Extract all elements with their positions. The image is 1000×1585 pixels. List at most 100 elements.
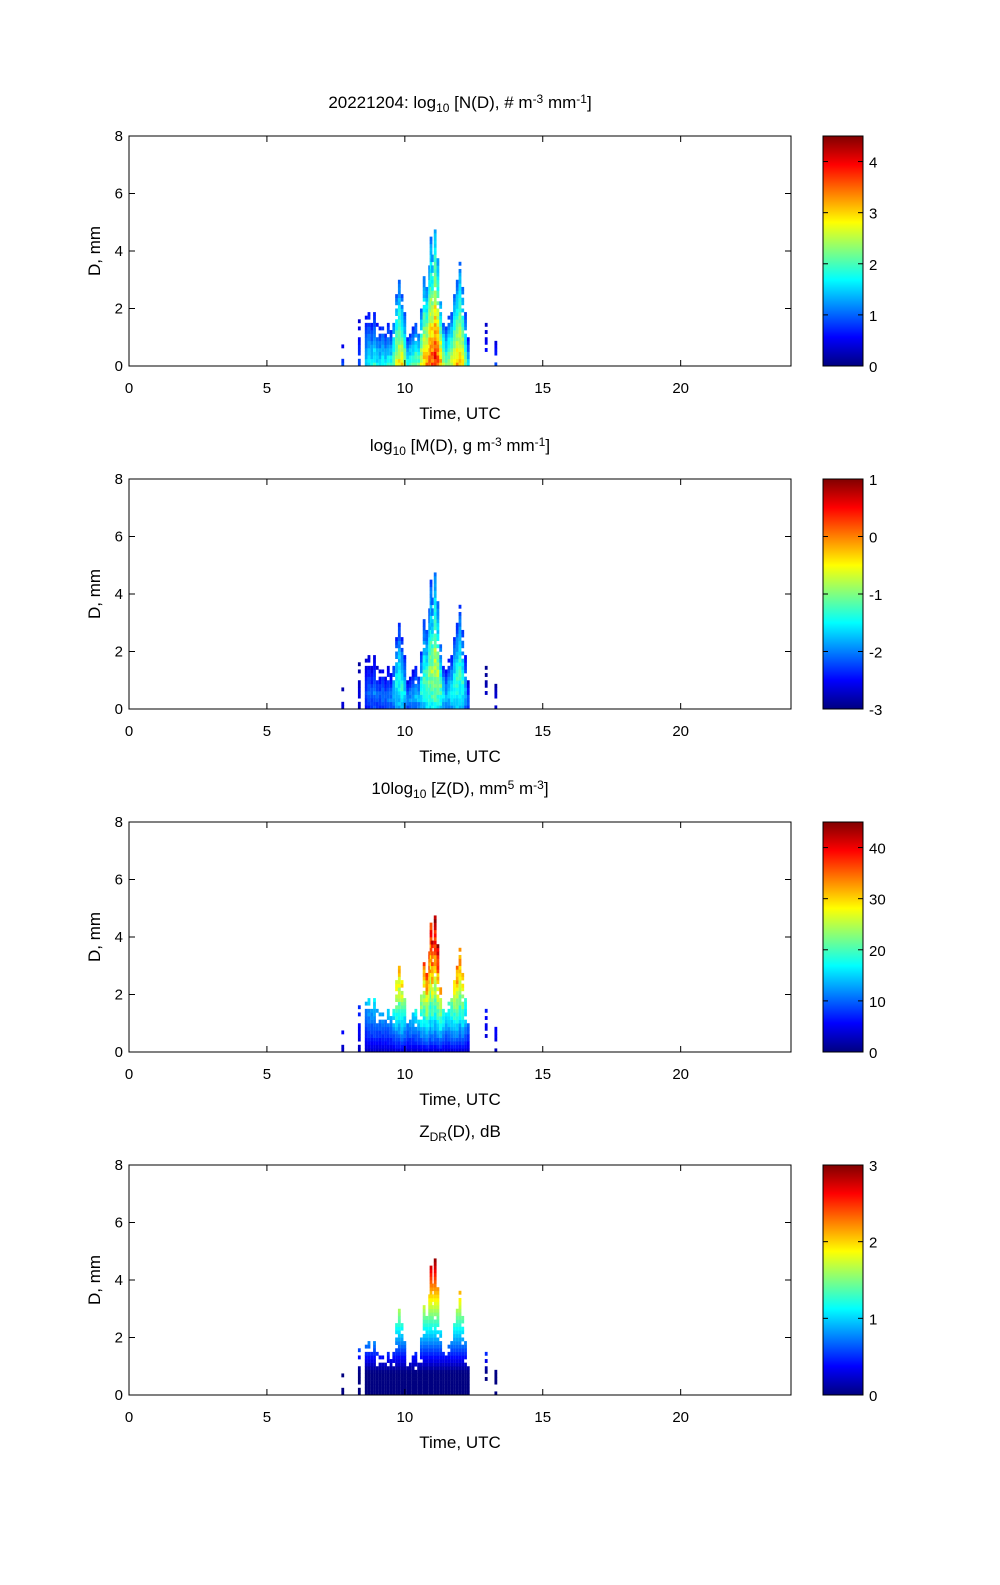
heatmap-cell [364,1023,368,1028]
heatmap-cell [400,990,404,995]
heatmap-cell [417,687,421,692]
heatmap-cell [422,701,426,706]
heatmap-cell [436,998,440,1002]
heatmap-cell [425,312,429,316]
heatmap-cell [439,1030,443,1035]
heatmap-cell [433,312,437,316]
heatmap-cell [364,1008,368,1013]
heatmap-cell [458,1312,462,1317]
heatmap-cell [447,1023,451,1028]
heatmap-cell [461,1351,465,1356]
heatmap-cell [433,362,437,367]
heatmap-cell [436,608,440,613]
heatmap-cell [373,1026,376,1031]
heatmap-cell [395,662,398,667]
heatmap-cell [378,680,382,685]
heatmap-cell [458,658,462,663]
heatmap-cell [442,698,445,703]
heatmap-cell [431,1005,434,1010]
heatmap-cell [442,355,445,360]
heatmap-cell [431,1016,434,1020]
heatmap-cell [373,330,376,334]
heatmap-cell [425,1359,429,1363]
heatmap-cell [373,680,376,685]
heatmap-cell [378,348,382,352]
heatmap-cell [384,1362,387,1367]
heatmap-cell [433,1333,437,1338]
heatmap-cell [395,665,398,670]
heatmap-cell [357,1048,361,1053]
heatmap-cell [378,698,382,703]
heatmap-cell [408,680,412,685]
colorbar-tick-label: -3 [869,702,882,719]
heatmap-cell [389,1016,393,1020]
title-text: ] [544,779,549,798]
heatmap-cell [386,330,390,334]
heatmap-cell [458,647,462,652]
heatmap-cell [403,1384,407,1389]
heatmap-cell [455,304,459,309]
heatmap-cell [458,962,462,967]
heatmap-cell [408,348,412,352]
heatmap-cell [461,1319,465,1324]
heatmap-cell [381,1391,385,1396]
heatmap-cell [439,665,443,670]
heatmap-cell [375,322,379,327]
heatmap-cell [439,1023,443,1028]
heatmap-cell [461,319,465,324]
x-tick-label: 0 [125,1066,133,1083]
heatmap-cell [406,1387,409,1392]
title-superscript: 5 [508,778,515,792]
heatmap-cell [444,1373,448,1378]
heatmap-cell [425,1037,429,1042]
heatmap-cell [422,1019,426,1024]
heatmap-cell [400,694,404,699]
heatmap-cell [378,1387,382,1392]
heatmap-cell [447,1019,451,1024]
heatmap-cell [384,705,387,710]
heatmap-cell [370,694,374,699]
heatmap-cell [375,344,379,349]
heatmap-cell [392,1012,396,1017]
heatmap-cell [406,337,409,342]
heatmap-cell [429,1265,433,1270]
heatmap-cell [433,1344,437,1349]
heatmap-cell [375,1041,379,1046]
heatmap-cell [455,1348,459,1353]
heatmap-cell [455,637,459,642]
heatmap-cell [395,301,398,306]
heatmap-cell [461,676,465,681]
heatmap-cell [400,1023,404,1028]
title-text: [Z(D), mm [426,779,507,798]
heatmap-cell [378,344,382,349]
heatmap-cell [455,358,459,363]
heatmap-cell [422,694,426,699]
heatmap-cell [458,1351,462,1356]
heatmap-cell [386,1023,390,1028]
heatmap-cell [367,1023,371,1028]
heatmap-cell [395,1034,398,1038]
heatmap-cell [453,1384,456,1389]
heatmap-cell [400,1380,404,1385]
heatmap-cell [439,351,443,356]
heatmap-cell [484,691,488,695]
heatmap-cell [436,655,440,659]
heatmap-cell [425,1323,429,1328]
heatmap-cell [381,1030,385,1035]
heatmap-cell [439,333,443,338]
heatmap-cell [425,1377,429,1381]
heatmap-cell [433,665,437,670]
heatmap-cell [436,283,440,288]
heatmap-cell [392,1041,396,1046]
heatmap-cell [433,1044,437,1049]
heatmap-cell [411,1030,415,1035]
heatmap-cell [439,1008,443,1013]
heatmap-cell [436,344,440,349]
heatmap-cell [406,680,409,685]
heatmap-cell [442,330,445,334]
heatmap-cell [370,362,374,367]
heatmap-cell [461,344,465,349]
heatmap-cell [397,344,401,349]
heatmap-cell [484,683,488,688]
heatmap-cell [341,1044,345,1049]
